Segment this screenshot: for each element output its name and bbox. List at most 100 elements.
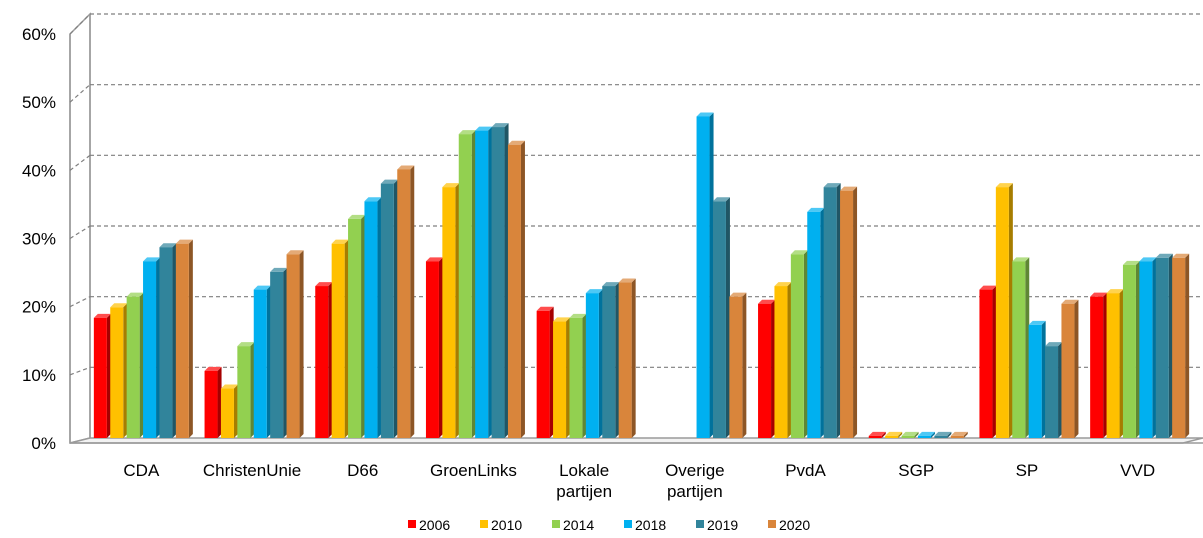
bar bbox=[712, 197, 730, 438]
bar-top bbox=[442, 183, 460, 188]
bar-face bbox=[585, 293, 599, 438]
bar bbox=[1090, 292, 1108, 438]
y-tick-label: 30% bbox=[22, 230, 56, 249]
bar-side bbox=[709, 112, 714, 438]
bar-top bbox=[220, 384, 238, 389]
bar-side bbox=[344, 239, 349, 438]
bar-side bbox=[1135, 260, 1140, 438]
bar-face bbox=[934, 435, 948, 438]
legend-label: 2020 bbox=[779, 517, 810, 533]
bar-face bbox=[204, 370, 218, 438]
legend-item: 2006 bbox=[408, 517, 450, 533]
bar-side bbox=[1185, 253, 1190, 438]
bar-side bbox=[725, 197, 730, 438]
y-tick-label: 0% bbox=[31, 434, 56, 453]
bar-side bbox=[566, 317, 571, 438]
bar bbox=[397, 165, 415, 438]
bar-side bbox=[992, 285, 997, 438]
bar bbox=[110, 303, 128, 438]
bar-top bbox=[93, 313, 111, 318]
x-tick-label: Overige bbox=[665, 461, 725, 480]
bar-top bbox=[917, 431, 935, 436]
bar-face bbox=[380, 183, 394, 438]
bar-top bbox=[758, 299, 776, 304]
bar bbox=[885, 431, 903, 438]
bar bbox=[507, 140, 525, 438]
bar bbox=[175, 239, 193, 438]
x-tick-label: partijen bbox=[556, 482, 612, 501]
gridline-side bbox=[69, 366, 91, 376]
bar-side bbox=[853, 186, 858, 438]
bar bbox=[331, 239, 349, 438]
bar-side bbox=[1058, 342, 1063, 438]
bar-top bbox=[458, 130, 476, 135]
bar-face bbox=[1090, 296, 1104, 438]
bar bbox=[569, 313, 587, 438]
bar-side bbox=[217, 366, 222, 438]
bar bbox=[237, 342, 255, 438]
bar bbox=[458, 130, 476, 438]
y-axis-ticks: 0% 10% 20% 30% 40% 50% 60% bbox=[22, 25, 56, 453]
y-tick-label: 60% bbox=[22, 25, 56, 44]
bar bbox=[1172, 253, 1190, 438]
bar-face bbox=[602, 286, 616, 438]
bar-side bbox=[615, 282, 620, 438]
gridline-side bbox=[69, 13, 91, 35]
bar-face bbox=[286, 254, 300, 438]
bar-face bbox=[425, 261, 439, 438]
bar-top bbox=[204, 366, 222, 371]
x-tick-label: partijen bbox=[667, 482, 723, 501]
bar bbox=[585, 289, 603, 438]
bar-face bbox=[220, 388, 234, 438]
bar-face bbox=[364, 201, 378, 438]
bar-face bbox=[1028, 324, 1042, 438]
bar bbox=[143, 257, 161, 438]
legend-swatch bbox=[696, 520, 704, 528]
x-axis-labels: CDA ChristenUnie D66 GroenLinks Lokale partij… bbox=[123, 461, 1155, 501]
x-tick-label: ChristenUnie bbox=[203, 461, 301, 480]
bar bbox=[1122, 260, 1140, 438]
bar bbox=[286, 250, 304, 438]
bar-face bbox=[507, 144, 521, 438]
bar-top bbox=[1122, 260, 1140, 265]
gridline-side bbox=[69, 296, 91, 308]
bar-face bbox=[840, 190, 854, 438]
bar-side bbox=[361, 214, 366, 438]
bar-face bbox=[823, 187, 837, 438]
bar-face bbox=[1139, 261, 1153, 438]
bar-face bbox=[442, 187, 456, 438]
bar-face bbox=[475, 130, 489, 438]
bar-face bbox=[569, 317, 583, 438]
bar-side bbox=[250, 342, 255, 438]
bar bbox=[442, 183, 460, 438]
bar-face bbox=[807, 211, 821, 438]
bar bbox=[901, 431, 919, 438]
bar-face bbox=[110, 307, 124, 438]
bar bbox=[553, 317, 571, 438]
bar-face bbox=[1106, 293, 1120, 438]
bar-top bbox=[110, 303, 128, 308]
bar-face bbox=[126, 296, 140, 438]
bar bbox=[840, 186, 858, 438]
x-tick-label: Lokale bbox=[559, 461, 609, 480]
side-wall bbox=[69, 12, 91, 444]
bar-side bbox=[1103, 292, 1108, 438]
bar-side bbox=[803, 250, 808, 438]
bar bbox=[126, 292, 144, 438]
bar bbox=[475, 126, 493, 438]
bar-top bbox=[475, 126, 493, 131]
bar-face bbox=[1155, 257, 1169, 438]
bar-top bbox=[237, 342, 255, 347]
bar-side bbox=[742, 292, 747, 438]
bar-side bbox=[139, 292, 144, 438]
bar-face bbox=[143, 261, 157, 438]
bar bbox=[823, 183, 841, 438]
bar-top bbox=[364, 197, 382, 202]
bar-face bbox=[348, 218, 362, 438]
bar-side bbox=[1074, 299, 1079, 438]
bar-face bbox=[93, 317, 107, 438]
bar bbox=[774, 282, 792, 438]
bar bbox=[204, 366, 222, 438]
x-tick-label: GroenLinks bbox=[430, 461, 517, 480]
legend-item: 2020 bbox=[768, 517, 810, 533]
